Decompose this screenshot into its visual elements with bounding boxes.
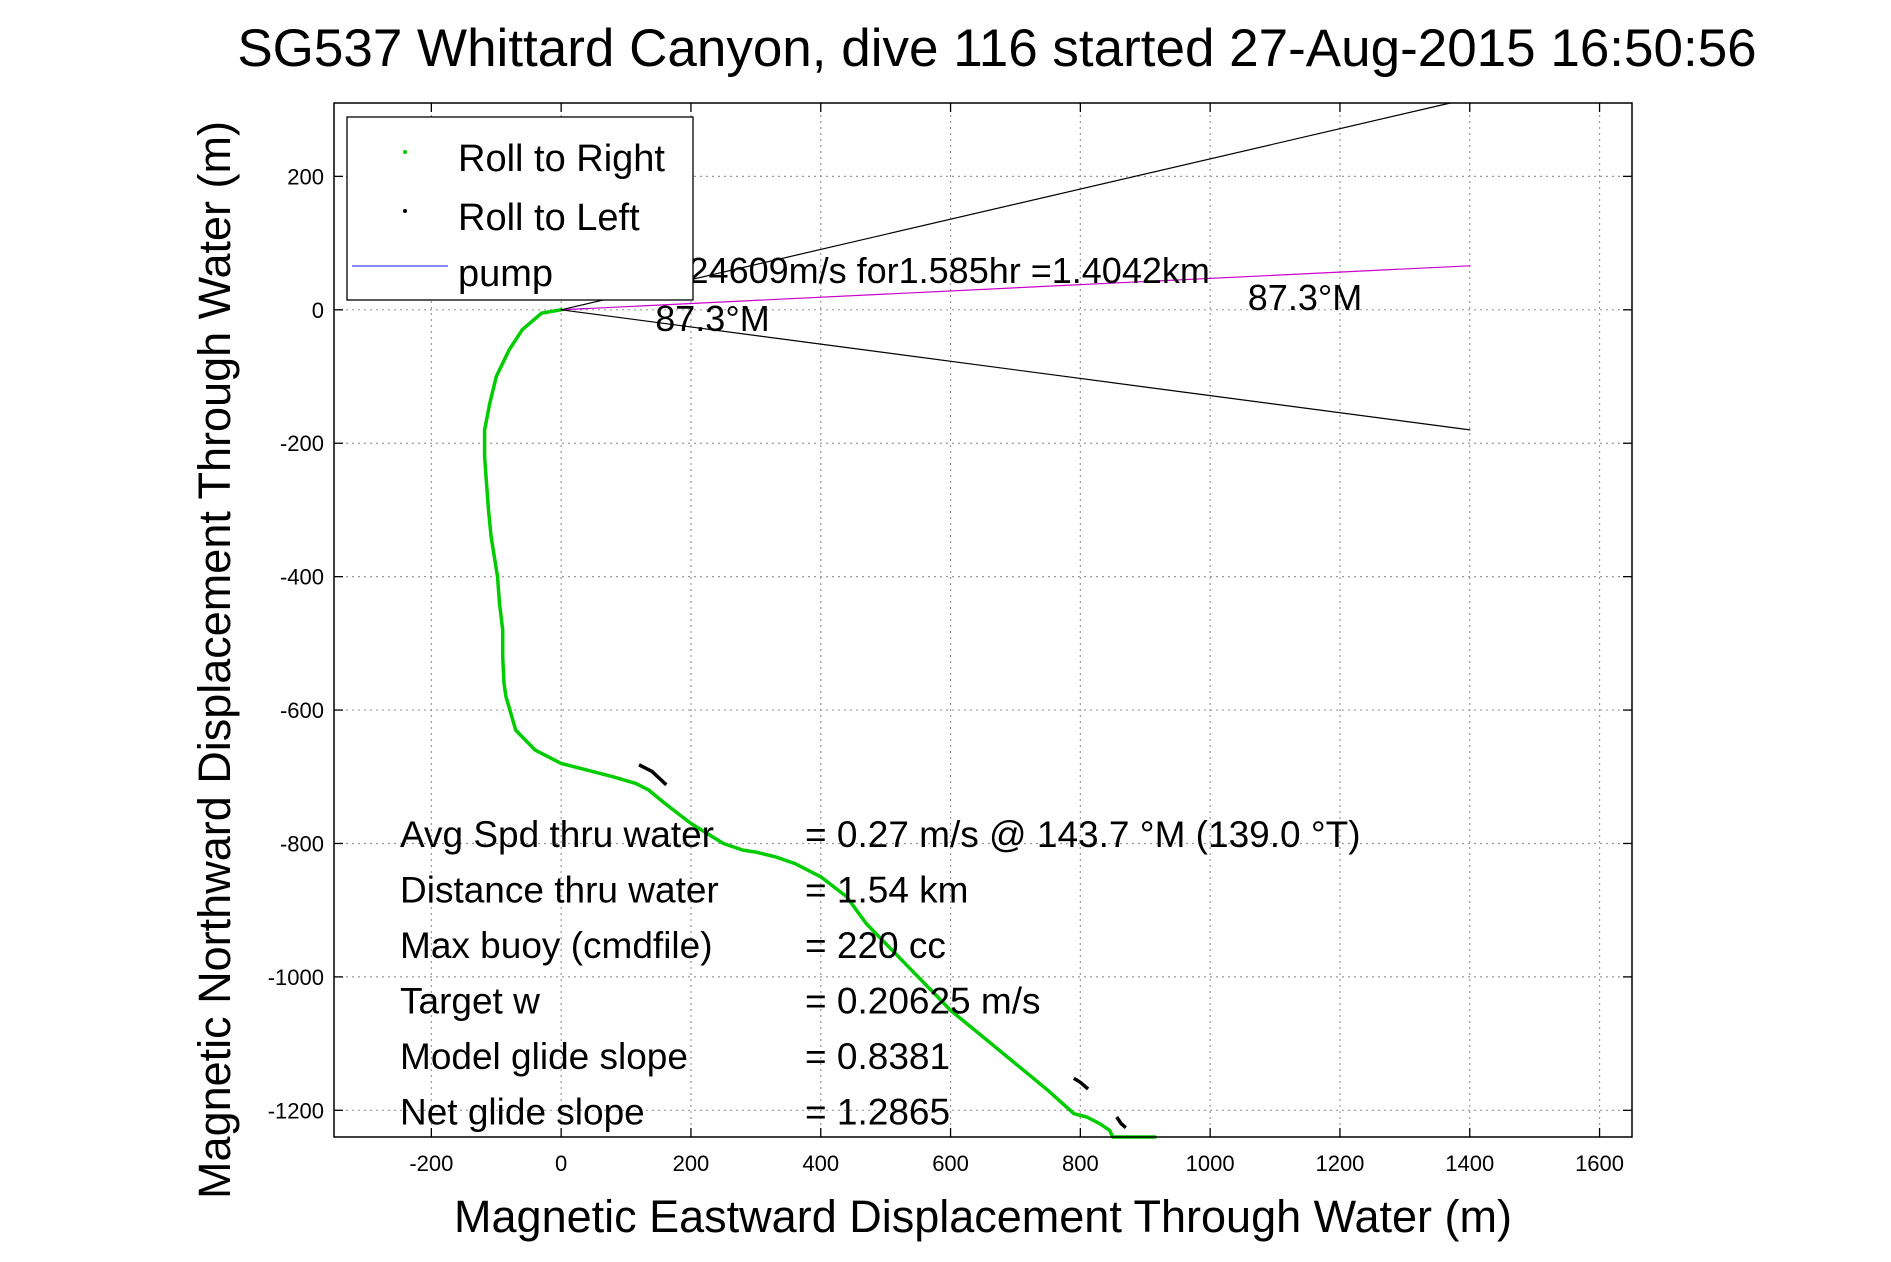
annotation-layer: 0.24609m/s for1.585hr =1.4042km 87.3°M 87.…	[655, 250, 1362, 339]
x-tick-label: 1000	[1186, 1151, 1235, 1176]
stat-value: = 0.20625 m/s	[805, 981, 1041, 1022]
x-tick-label: 1400	[1445, 1151, 1494, 1176]
legend-marker-roll-right	[403, 150, 407, 154]
series-reference-line-4	[560, 102, 1451, 311]
x-tick-label: -200	[409, 1151, 453, 1176]
legend-label-roll-left: Roll to Left	[458, 197, 640, 239]
y-axis-ticks: 200 0 -200 -400 -600 -800 -1000 -1200	[268, 164, 1632, 1123]
stat-label: Distance thru water	[400, 870, 719, 911]
stat-label: Avg Spd thru water	[400, 814, 714, 855]
y-tick-label: -400	[280, 565, 324, 590]
annotation-2: 87.3°M	[1248, 277, 1362, 318]
annotation-1: 87.3°M	[655, 298, 769, 339]
legend: Roll to Right Roll to Left pump	[346, 116, 694, 301]
stat-label: Max buoy (cmdfile)	[400, 925, 713, 966]
chart-title: SG537 Whittard Canyon, dive 116 started …	[237, 19, 1756, 78]
x-tick-label: 0	[555, 1151, 567, 1176]
grid-lines	[334, 103, 1632, 1137]
stat-value: = 0.27 m/s @ 143.7 °M (139.0 °T)	[805, 814, 1361, 855]
series-roll-to-left-segment-1	[1072, 1076, 1090, 1091]
stat-label: Net glide slope	[400, 1092, 645, 1133]
y-tick-label: 0	[312, 298, 324, 323]
legend-box	[346, 116, 694, 301]
x-tick-label: 1200	[1315, 1151, 1364, 1176]
stat-value: = 0.8381	[805, 1036, 950, 1077]
series-roll-to-right	[482, 308, 1157, 1139]
x-axis-label: Magnetic Eastward Displacement Through W…	[454, 1191, 1512, 1242]
stat-label: Target w	[400, 981, 540, 1022]
series-layer	[482, 102, 1471, 1139]
y-tick-label: -600	[280, 698, 324, 723]
x-tick-label: 400	[802, 1151, 839, 1176]
y-tick-label: -200	[280, 431, 324, 456]
stat-label: Model glide slope	[400, 1036, 688, 1077]
x-tick-label: 600	[932, 1151, 969, 1176]
y-tick-label: -1200	[268, 1098, 324, 1123]
stat-value: = 1.2865	[805, 1092, 950, 1133]
stat-value: = 1.54 km	[805, 870, 969, 911]
y-axis-label: Magnetic Northward Displacement Through …	[189, 121, 240, 1199]
legend-marker-roll-left	[403, 209, 407, 213]
dive-stats: Avg Spd thru water = 0.27 m/s @ 143.7 °M …	[400, 814, 1361, 1133]
y-tick-label: 200	[287, 164, 324, 189]
x-tick-label: 800	[1062, 1151, 1099, 1176]
x-tick-label: 1600	[1575, 1151, 1624, 1176]
annotation-0: 0.24609m/s for1.585hr =1.4042km	[659, 250, 1210, 291]
y-tick-label: -800	[280, 831, 324, 856]
plot-border	[333, 102, 1633, 1138]
legend-label-pump: pump	[458, 253, 553, 295]
series-roll-to-left-segment-0	[638, 763, 668, 787]
series-reference-line-3	[560, 265, 1471, 311]
series-reference-line-5	[560, 309, 1471, 431]
series-roll-to-left-segment-2	[1115, 1116, 1127, 1130]
legend-label-roll-right: Roll to Right	[458, 138, 665, 180]
x-axis-ticks: -200 0 200 400 600 800 1000 1200 1400 1600	[409, 103, 1624, 1176]
y-tick-label: -1000	[268, 965, 324, 990]
stat-value: = 220 cc	[805, 925, 946, 966]
x-tick-label: 200	[673, 1151, 710, 1176]
